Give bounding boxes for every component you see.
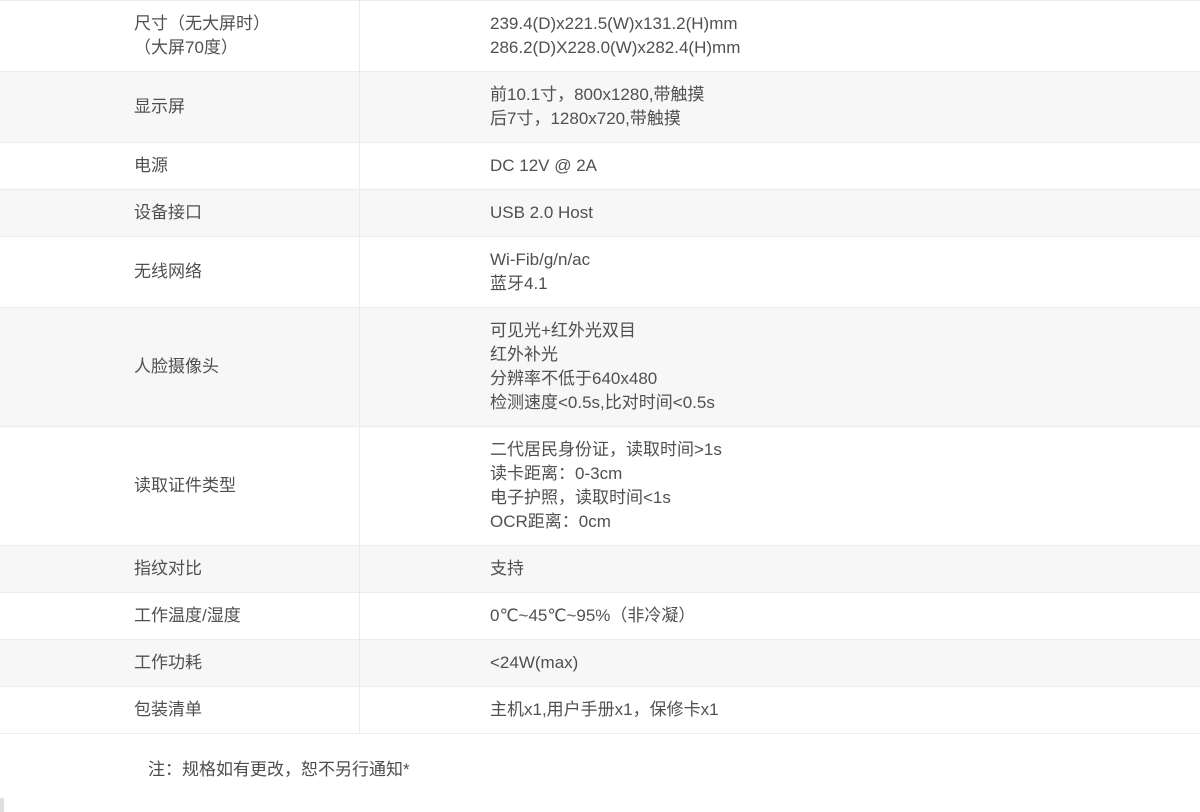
spec-value-line: <24W(max) [490,653,579,672]
spec-label-line: 读取证件类型 [134,476,236,495]
spec-value-cell: 0℃~45℃~95%（非冷凝） [360,593,1200,639]
spec-table: 尺寸（无大屏时） （大屏70度） 239.4(D)x221.5(W)x131.2(… [0,0,1200,734]
spec-value-line: 286.2(D)X228.0(W)x282.4(H)mm [490,38,741,57]
spec-label-line: 人脸摄像头 [134,357,219,376]
spec-label-line: 电源 [134,156,168,175]
table-row: 读取证件类型 二代居民身份证，读取时间>1s 读卡距离：0-3cm 电子护照，读取时… [0,427,1200,546]
spec-label-line: 指纹对比 [134,559,202,578]
table-row: 指纹对比 支持 [0,546,1200,593]
table-row: 包装清单 主机x1,用户手册x1，保修卡x1 [0,687,1200,734]
spec-label-cell: 读取证件类型 [0,427,360,545]
spec-value-line: 0℃~45℃~95%（非冷凝） [490,606,696,625]
spec-value-cell: 可见光+红外光双目 红外补光分辨率不低于640x480 检测速度<0.5s,比对时间… [360,308,1200,426]
spec-label-cell: 设备接口 [0,190,360,236]
spec-label-line: 显示屏 [134,97,185,116]
spec-value-cell: <24W(max) [360,640,1200,686]
spec-value-line: 检测速度<0.5s,比对时间<0.5s [490,393,715,412]
table-row: 电源 DC 12V @ 2A [0,143,1200,190]
spec-label-line: 设备接口 [134,203,202,222]
spec-value-cell: 主机x1,用户手册x1，保修卡x1 [360,687,1200,733]
spec-value-line: Wi-Fib/g/n/ac [490,250,591,269]
spec-value-line: 分辨率不低于640x480 [490,369,658,388]
spec-label-cell: 电源 [0,143,360,189]
spec-label-line: 工作功耗 [134,653,202,672]
spec-label-line: 尺寸（无大屏时） [134,14,270,33]
spec-value-line: 可见光+红外光双目 [490,321,636,340]
footer-note: 注：规格如有更改，恕不另行通知* [148,760,410,779]
spec-value-line: USB 2.0 Host [490,203,593,222]
table-row: 工作温度/湿度 0℃~45℃~95%（非冷凝） [0,593,1200,640]
bottom-left-artifact [0,798,4,812]
spec-value-line: 二代居民身份证，读取时间>1s [490,440,722,459]
spec-value-line: DC 12V @ 2A [490,156,598,175]
spec-label-cell: 显示屏 [0,72,360,142]
spec-value-line: OCR距离：0cm [490,512,611,531]
spec-value-line: 后7寸，1280x720,带触摸 [490,109,681,128]
spec-label-cell: 尺寸（无大屏时） （大屏70度） [0,1,360,71]
spec-value-line: 支持 [490,559,524,578]
spec-label-line: 工作温度/湿度 [134,606,241,625]
table-row: 工作功耗 <24W(max) [0,640,1200,687]
spec-value-line: 红外补光 [490,345,558,364]
spec-label-cell: 包装清单 [0,687,360,733]
spec-value-cell: USB 2.0 Host [360,190,1200,236]
table-row: 人脸摄像头 可见光+红外光双目 红外补光分辨率不低于640x480 检测速度<0.5… [0,308,1200,427]
table-row: 显示屏 前10.1寸，800x1280,带触摸 后7寸，1280x720,带触摸 [0,72,1200,143]
table-row: 设备接口 USB 2.0 Host [0,190,1200,237]
table-row: 尺寸（无大屏时） （大屏70度） 239.4(D)x221.5(W)x131.2(… [0,1,1200,72]
spec-label-cell: 人脸摄像头 [0,308,360,426]
spec-label-line: 包装清单 [134,700,202,719]
spec-value-cell: 239.4(D)x221.5(W)x131.2(H)mm 286.2(D)X228… [360,1,1200,71]
spec-value-line: 主机x1,用户手册x1，保修卡x1 [490,700,719,719]
spec-label-cell: 指纹对比 [0,546,360,592]
spec-value-cell: 支持 [360,546,1200,592]
spec-value-line: 读卡距离：0-3cm [490,464,623,483]
spec-label-cell: 无线网络 [0,237,360,307]
spec-value-line: 前10.1寸，800x1280,带触摸 [490,85,705,104]
spec-label-line: 无线网络 [134,262,202,281]
spec-value-line: 蓝牙4.1 [490,274,548,293]
spec-value-cell: 前10.1寸，800x1280,带触摸 后7寸，1280x720,带触摸 [360,72,1200,142]
table-row: 无线网络 Wi-Fib/g/n/ac 蓝牙4.1 [0,237,1200,308]
spec-label-line: （大屏70度） [134,38,238,57]
spec-value-line: 239.4(D)x221.5(W)x131.2(H)mm [490,14,738,33]
spec-label-cell: 工作温度/湿度 [0,593,360,639]
spec-label-cell: 工作功耗 [0,640,360,686]
spec-value-cell: 二代居民身份证，读取时间>1s 读卡距离：0-3cm 电子护照，读取时间<1s OCR… [360,427,1200,545]
spec-value-cell: DC 12V @ 2A [360,143,1200,189]
spec-value-cell: Wi-Fib/g/n/ac 蓝牙4.1 [360,237,1200,307]
spec-value-line: 电子护照，读取时间<1s [490,488,671,507]
